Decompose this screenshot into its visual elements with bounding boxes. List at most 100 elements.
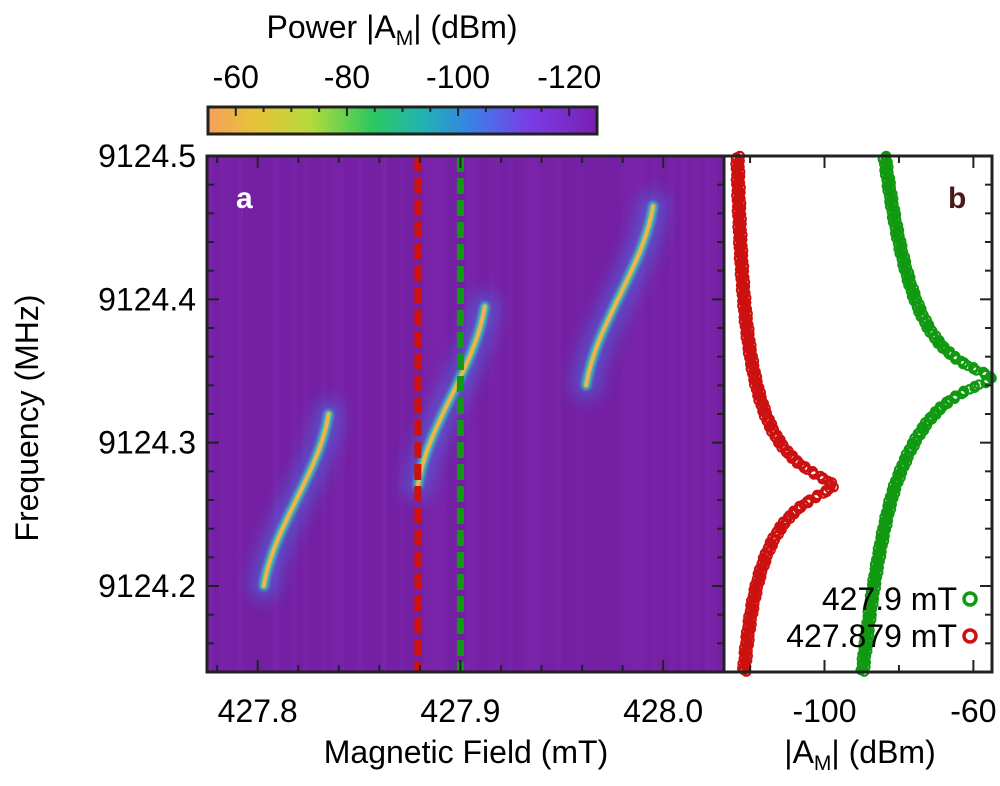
heatmap-noise-stripe <box>393 156 399 672</box>
heatmap-noise-stripe <box>657 156 663 672</box>
heatmap-noise-stripe <box>585 156 591 672</box>
heatmap-noise-stripe <box>525 156 531 672</box>
heatmap-noise-stripe <box>303 156 309 672</box>
data-point <box>969 382 980 394</box>
panel-b-xlabel-end: | (dBm) <box>831 734 935 770</box>
series-1 <box>730 150 839 677</box>
heatmap-noise-stripe <box>375 156 381 672</box>
heatmap-noise-stripe <box>399 156 405 672</box>
resonance-branch <box>584 204 656 388</box>
heatmap-noise-stripe <box>369 156 375 672</box>
heatmap-noise-stripe <box>237 156 243 672</box>
heatmap-noise-stripe <box>543 156 549 672</box>
b-x-tick-label: -60 <box>950 693 996 729</box>
colorbar-title-end: | (dBm) <box>413 9 517 45</box>
resonance-branch <box>415 304 487 488</box>
heatmap-noise-stripe <box>537 156 543 672</box>
colorbar: Power |AM| (dBm) -60 -80 -100 -120 <box>206 9 602 136</box>
cut-lines <box>414 156 464 672</box>
heatmap-noise-stripe <box>681 156 687 672</box>
heatmap-noise-stripe <box>411 156 417 672</box>
heatmap-noise-stripe <box>267 156 273 672</box>
heatmap-noise-stripe <box>477 156 483 672</box>
heatmap-noise-stripe <box>381 156 387 672</box>
heatmap-noise-stripe <box>531 156 537 672</box>
heatmap-noise-stripe <box>483 156 489 672</box>
heatmap-noise-stripe <box>549 156 555 672</box>
x-tick-labels: 427.8 427.9 428.0 <box>218 693 704 729</box>
heatmap-noise-stripe <box>297 156 303 672</box>
heatmap-noise-stripe <box>555 156 561 672</box>
legend-marker <box>962 591 978 607</box>
heatmap-noise-stripe <box>231 156 237 672</box>
heatmap-noise-stripe <box>513 156 519 672</box>
heatmap-noise-stripe <box>567 156 573 672</box>
heatmap-noise-stripe <box>519 156 525 672</box>
y-tick-label: 9124.3 <box>98 425 196 461</box>
heatmap-noise-stripe <box>699 156 705 672</box>
y-tick-label: 9124.4 <box>98 281 196 317</box>
heatmap-noise-stripe <box>249 156 255 672</box>
heatmap-noise-stripe <box>591 156 597 672</box>
colorbar-ticks <box>207 107 598 116</box>
heatmap-noise-stripe <box>309 156 315 672</box>
heatmap-noise-stripe <box>285 156 291 672</box>
heatmap-noise-stripe <box>423 156 429 672</box>
heatmap-noise-stripe <box>291 156 297 672</box>
heatmap-noise-stripe <box>609 156 615 672</box>
data-point <box>817 473 828 485</box>
heatmap-noise-stripe <box>225 156 231 672</box>
legend-marker <box>962 628 978 644</box>
heatmap-noise-stripe <box>495 156 501 672</box>
heatmap-noise-stripe <box>693 156 699 672</box>
heatmap-noise-stripe <box>645 156 651 672</box>
panel-b-xlabel-main: |A <box>784 734 814 770</box>
panel-b-ticks <box>749 155 992 673</box>
y-tick-labels: 9124.2 9124.3 9124.4 9124.5 <box>98 138 196 604</box>
panel-b-series <box>730 150 997 677</box>
heatmap-noise-stripe <box>663 156 669 672</box>
colorbar-title: Power |AM| (dBm) <box>266 9 517 50</box>
colorbar-tick-label: -120 <box>537 59 601 95</box>
heatmap-noise-stripe <box>603 156 609 672</box>
x-tick-label: 428.0 <box>623 693 703 729</box>
heatmap-noise-stripe <box>213 156 219 672</box>
heatmap-noise-stripe <box>597 156 603 672</box>
heatmap-noise-stripe <box>507 156 513 672</box>
colorbar-tick-label: -80 <box>324 59 370 95</box>
heatmap-noise-stripe <box>639 156 645 672</box>
colorbar-tick-labels: -60 -80 -100 -120 <box>213 59 602 95</box>
heatmap-noise-stripe <box>345 156 351 672</box>
heatmap-noise-stripe <box>711 156 717 672</box>
heatmap-noise-stripe <box>573 156 579 672</box>
heatmap-noise-stripe <box>669 156 675 672</box>
data-point <box>810 492 822 504</box>
heatmap-noise-stripe <box>651 156 657 672</box>
heatmap-noise-stripe <box>357 156 363 672</box>
resonance-branches <box>248 191 669 601</box>
colorbar-title-main: Power |A <box>266 9 396 45</box>
heatmap-noise-stripe <box>279 156 285 672</box>
heatmap-noise-stripe <box>561 156 567 672</box>
x-tick-label: 427.8 <box>218 693 298 729</box>
panel-b-x-tick-labels: -100 -60 <box>792 693 996 729</box>
b-x-tick-label: -100 <box>792 693 856 729</box>
resonance-branch <box>261 412 331 588</box>
heatmap-noise-stripe <box>387 156 393 672</box>
panel-a: a 9124.2 9124.3 9124.4 9124.5 427.8 427.9 428… <box>9 138 726 770</box>
x-tick-label: 427.9 <box>420 693 500 729</box>
heatmap-noise-stripe <box>579 156 585 672</box>
heatmap-noise-stripe <box>615 156 621 672</box>
panel-b-x-axis-label: |AM| (dBm) <box>784 734 935 775</box>
x-axis-label: Magnetic Field (mT) <box>324 734 609 770</box>
panel-a-label: a <box>236 182 253 215</box>
y-tick-label: 9124.5 <box>98 138 196 174</box>
colorbar-title-sub: M <box>396 27 414 50</box>
data-point <box>808 469 820 480</box>
heatmap-noise-stripe <box>675 156 681 672</box>
heatmap-noise-stripe <box>627 156 633 672</box>
heatmap-noise-stripe <box>621 156 627 672</box>
panel-b-label: b <box>948 182 966 215</box>
